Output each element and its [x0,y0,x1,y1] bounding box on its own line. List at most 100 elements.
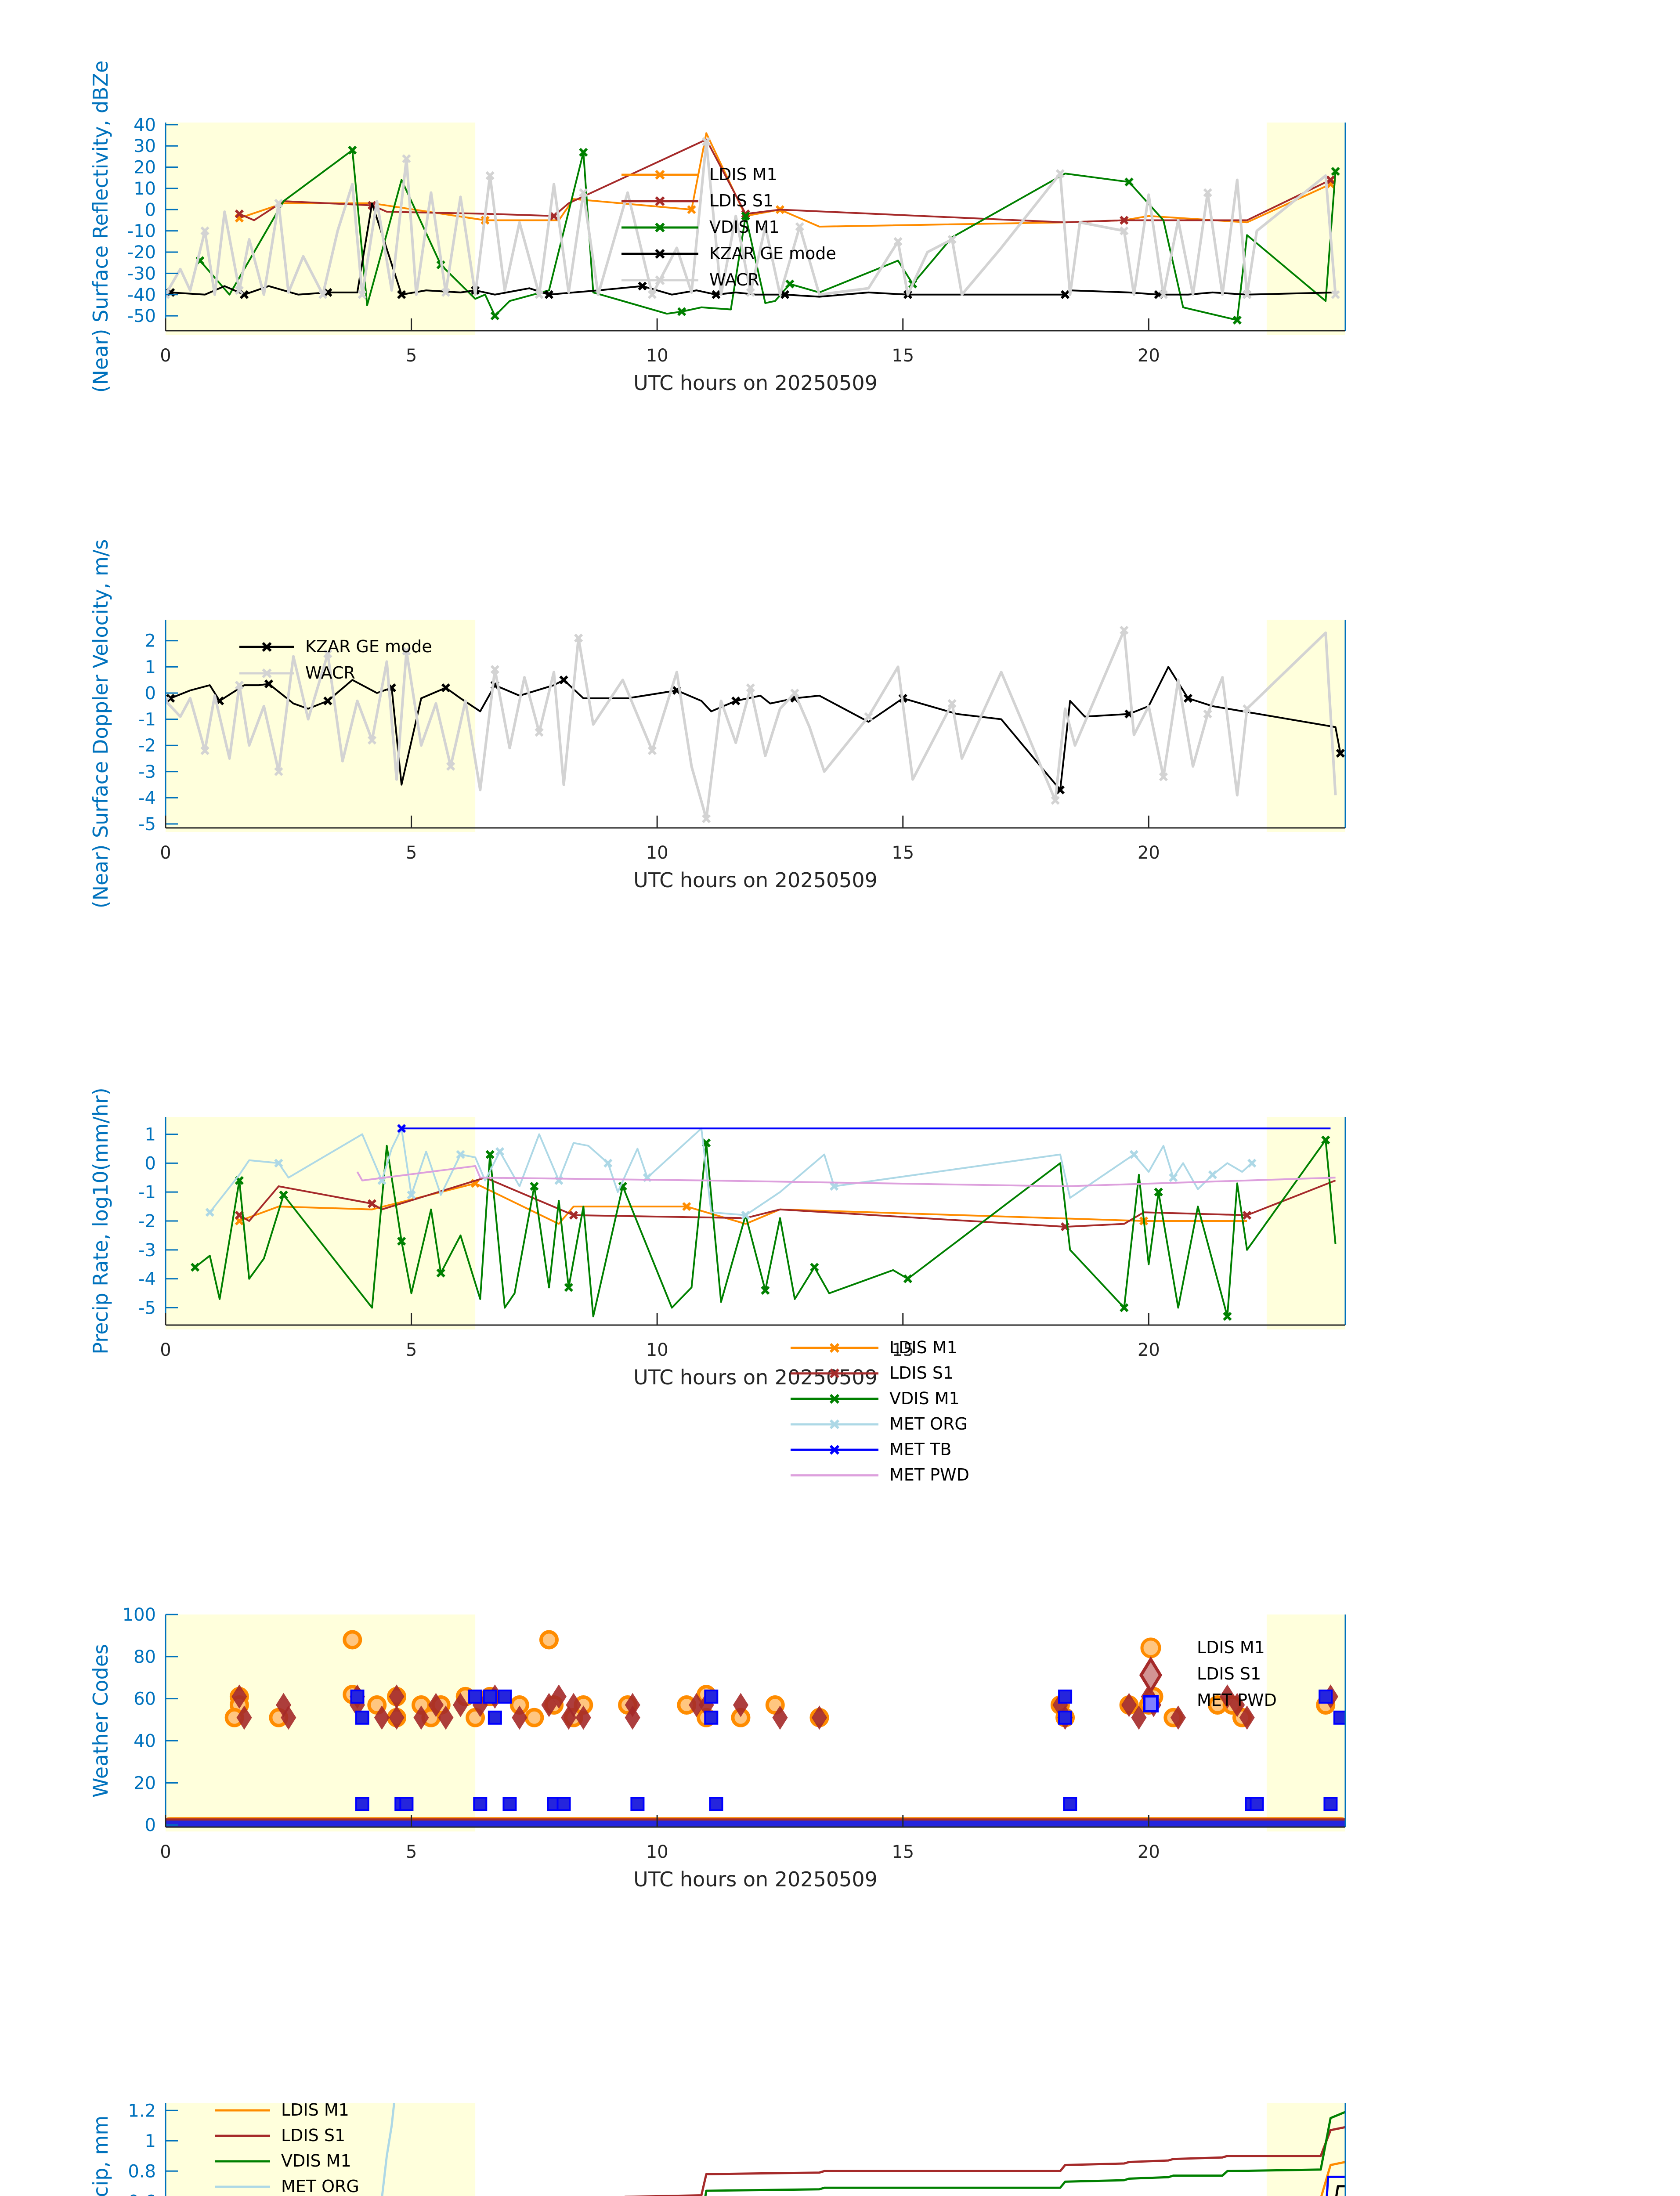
data-point [235,209,244,219]
data-point [535,290,544,299]
legend-label: LDIS S1 [709,191,773,210]
series-line [238,1177,1336,1228]
y-tick-label: -2 [138,736,156,756]
legend-item: WACR [239,663,355,683]
y-tick-label: 20 [134,1773,156,1793]
data-point [191,1263,200,1272]
data-point [893,237,903,246]
legend-marker-x-icon [829,1394,840,1404]
data-point [397,1236,406,1246]
legend: LDIS M1 LDIS S1 VDIS M1 MET ORG MET TB MET PW… [791,1338,969,1484]
data-point [281,1705,296,1730]
x-tick-label: 10 [646,1340,668,1360]
data-point [709,1797,723,1811]
x-tick-label: 20 [1138,843,1160,863]
data-point [1131,1705,1147,1730]
y-tick-label: 1 [145,1125,156,1145]
data-point [323,696,332,705]
series-met-pwd [166,1689,1345,1827]
y-tick-label: -3 [138,762,156,782]
data-point [1243,1210,1252,1220]
data-point [549,211,559,220]
data-point [264,679,274,689]
legend-label: LDIS S1 [281,2126,345,2145]
legend-label: LDIS M1 [1197,1638,1265,1657]
data-point [579,188,588,197]
x-tick-label: 5 [406,346,417,366]
data-point [355,1797,369,1811]
x-tick-label: 15 [892,346,914,366]
shaded-period [1266,1117,1345,1329]
data-point [498,1689,512,1704]
data-point [647,746,657,755]
legend-item: LDIS S1 [1139,1656,1261,1694]
data-point [468,1689,483,1704]
y-tick-label: 30 [134,136,156,156]
legend-label: MET ORG [281,2177,359,2196]
legend-item: LDIS M1 [621,165,777,184]
x-tick-label: 5 [406,1340,417,1360]
data-point [1058,1689,1073,1704]
data-point [603,1159,613,1168]
data-point [318,290,328,299]
y-axis-label: Precip Rate, log10(mm/hr) [89,1087,112,1354]
series-wacr [166,137,1340,299]
data-point [512,1705,527,1730]
legend-label: WACR [305,663,355,683]
data-point [687,205,696,214]
y-tick-label: 80 [134,1647,156,1667]
data-point [483,1689,497,1704]
data-point [712,290,721,299]
data-point [741,1210,750,1220]
data-point [1243,704,1252,713]
x-tick-label: 15 [892,1340,914,1360]
data-point [274,199,283,208]
data-point [1208,1170,1217,1179]
data-point [810,1263,819,1272]
y-tick-label: -2 [138,1211,156,1232]
data-point [1203,709,1212,719]
data-point [1336,748,1345,758]
x-axis-label: UTC hours on 20250509 [633,1867,878,1891]
data-point [539,1630,559,1650]
data-point [1333,1710,1345,1725]
data-point [485,1150,495,1159]
data-point [1060,290,1070,299]
legend-label: MET PWD [889,1465,969,1484]
x-axis-label: UTC hours on 20250509 [633,1365,878,1389]
series-line [381,2103,395,2196]
data-point [638,282,647,291]
data-point [343,1630,362,1650]
data-point [438,1705,454,1730]
data-point [495,1147,505,1156]
y-tick-label: 0 [145,683,156,704]
data-point [1326,175,1335,184]
data-point [397,290,406,299]
plot-area [166,1630,1345,1827]
data-point [1331,167,1340,176]
data-point [1124,177,1134,187]
data-point [1239,1705,1255,1730]
x-tick-label: 5 [406,1842,417,1862]
shaded-period [166,620,476,832]
data-point [1232,315,1242,325]
data-point [524,1708,544,1727]
legend-label: KZAR GE mode [305,637,432,656]
legend-item: MET TB [791,1440,951,1459]
data-point [947,699,957,708]
y-tick-label: -10 [127,221,156,242]
data-point [780,290,790,299]
legend-label: MET TB [889,1440,951,1459]
data-point [829,1181,839,1191]
legend-label: LDIS M1 [281,2100,349,2120]
legend-marker-diamond-icon [1139,1656,1163,1694]
data-point [1229,1693,1245,1717]
data-point [389,1705,405,1730]
shaded-period [1266,123,1345,335]
data-point [490,665,499,674]
data-point [761,1286,770,1295]
data-point [1120,216,1129,225]
legend: LDIS M1 LDIS S1 MET PWD [1139,1637,1277,1712]
